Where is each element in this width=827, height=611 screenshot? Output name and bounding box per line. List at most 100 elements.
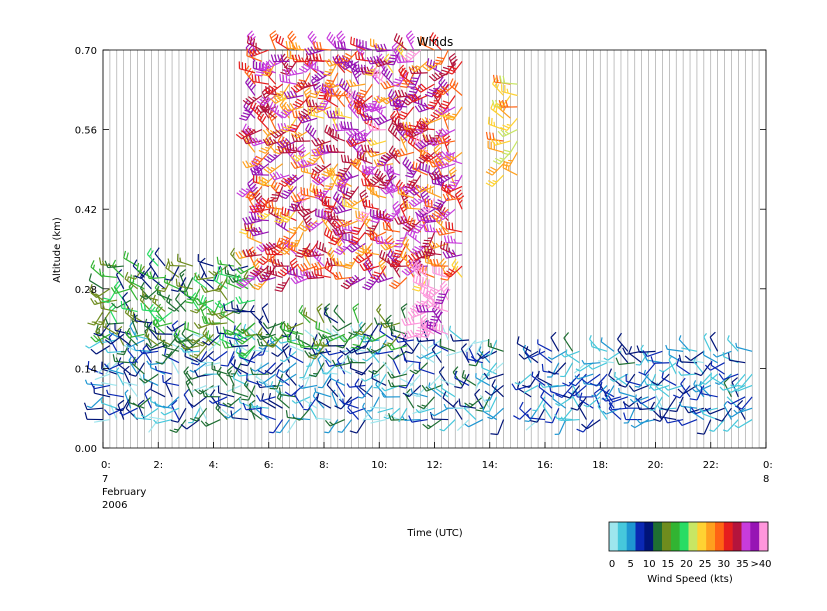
wind-barb	[367, 396, 380, 412]
wind-barb	[93, 322, 111, 337]
wind-barb	[539, 383, 559, 388]
wind-barb	[234, 342, 249, 352]
wind-barb	[502, 152, 518, 167]
wind-barb	[514, 373, 532, 385]
wind-barb	[487, 140, 504, 153]
wind-barb	[283, 67, 304, 77]
wind-barb	[202, 333, 221, 346]
wind-barb	[331, 204, 352, 215]
wind-barb	[644, 380, 663, 387]
wind-barb	[432, 265, 449, 279]
wind-barb	[232, 384, 249, 398]
wind-barb	[597, 402, 608, 420]
wind-barb	[389, 254, 408, 268]
wind-barb	[166, 322, 187, 332]
wind-barb	[362, 402, 373, 420]
wind-barb	[474, 388, 484, 409]
wind-barbs	[83, 30, 753, 436]
wind-barb	[542, 401, 553, 420]
wind-barb	[106, 389, 124, 398]
wind-barb	[665, 344, 684, 352]
wind-barb	[388, 145, 401, 165]
wind-barb	[733, 407, 753, 414]
date-label-day: 7	[102, 474, 108, 485]
wind-barb	[373, 317, 394, 325]
wind-barb	[501, 140, 518, 156]
wind-barb	[386, 49, 401, 66]
wind-barb	[154, 247, 166, 267]
wind-barb	[170, 407, 187, 423]
wind-barb	[325, 80, 345, 89]
wind-barb	[735, 342, 753, 352]
wind-barb	[104, 333, 125, 345]
wind-barb	[297, 262, 318, 272]
wind-barb	[255, 394, 276, 402]
wind-barb	[374, 236, 394, 245]
wind-barb	[324, 419, 339, 434]
wind-barb	[438, 108, 456, 119]
wind-barb	[251, 362, 270, 372]
wind-barb	[279, 231, 297, 245]
wind-barb	[269, 171, 290, 181]
wind-barb	[289, 231, 304, 248]
wind-barb	[499, 75, 518, 85]
wind-barb	[650, 384, 670, 391]
wind-barb	[710, 372, 725, 386]
wind-barb	[475, 373, 491, 386]
wind-barb	[430, 407, 449, 417]
wind-barb	[137, 370, 145, 386]
wind-barb	[216, 256, 235, 267]
wind-barb	[312, 41, 331, 51]
wind-barb	[730, 373, 746, 387]
wind-barb	[208, 339, 221, 352]
wind-barb	[94, 418, 111, 423]
wind-barb	[332, 123, 352, 132]
wind-barb	[455, 189, 465, 210]
wind-barb	[485, 174, 504, 187]
wind-barb	[290, 193, 311, 203]
wind-barb	[475, 373, 484, 389]
wind-barb	[436, 83, 456, 96]
colorbar-tick-label: 35	[736, 559, 749, 570]
wind-barb	[673, 385, 691, 399]
wind-barb	[385, 314, 394, 335]
wind-barb	[269, 101, 283, 119]
wind-barb	[416, 151, 435, 164]
wind-barb	[98, 257, 117, 267]
wind-barb	[370, 406, 387, 409]
wind-barb	[522, 373, 539, 389]
wind-barb	[593, 388, 601, 409]
wind-barb	[279, 186, 297, 200]
wind-barb	[245, 186, 263, 200]
wind-barb	[438, 366, 449, 386]
wind-barb	[295, 331, 311, 347]
wind-barb	[102, 318, 118, 335]
wind-barb	[701, 373, 719, 385]
wind-barb	[487, 116, 504, 131]
wind-barb	[689, 406, 705, 421]
wind-barb	[338, 219, 359, 228]
wind-barb	[638, 362, 656, 376]
wind-barb	[387, 184, 408, 194]
wind-barb	[402, 333, 415, 352]
wind-barb	[387, 350, 408, 361]
wind-barb	[226, 365, 235, 386]
wind-barb	[664, 384, 684, 391]
wind-barb	[304, 248, 325, 258]
y-tick-label: 0.56	[75, 126, 97, 137]
wind-barb	[414, 249, 435, 259]
wind-barb	[298, 384, 318, 389]
wind-barb	[362, 198, 380, 210]
wind-barb	[345, 138, 366, 148]
wind-barb	[446, 350, 463, 357]
wind-barb	[153, 311, 173, 322]
wind-barb	[570, 396, 587, 411]
wind-barb	[482, 406, 497, 421]
colorbar-swatch	[715, 522, 725, 551]
wind-barb	[460, 343, 470, 364]
wind-barb	[128, 280, 139, 301]
wind-barb	[323, 303, 332, 324]
wind-barb	[279, 74, 297, 85]
wind-barb	[175, 278, 193, 290]
wind-barb	[422, 288, 442, 300]
